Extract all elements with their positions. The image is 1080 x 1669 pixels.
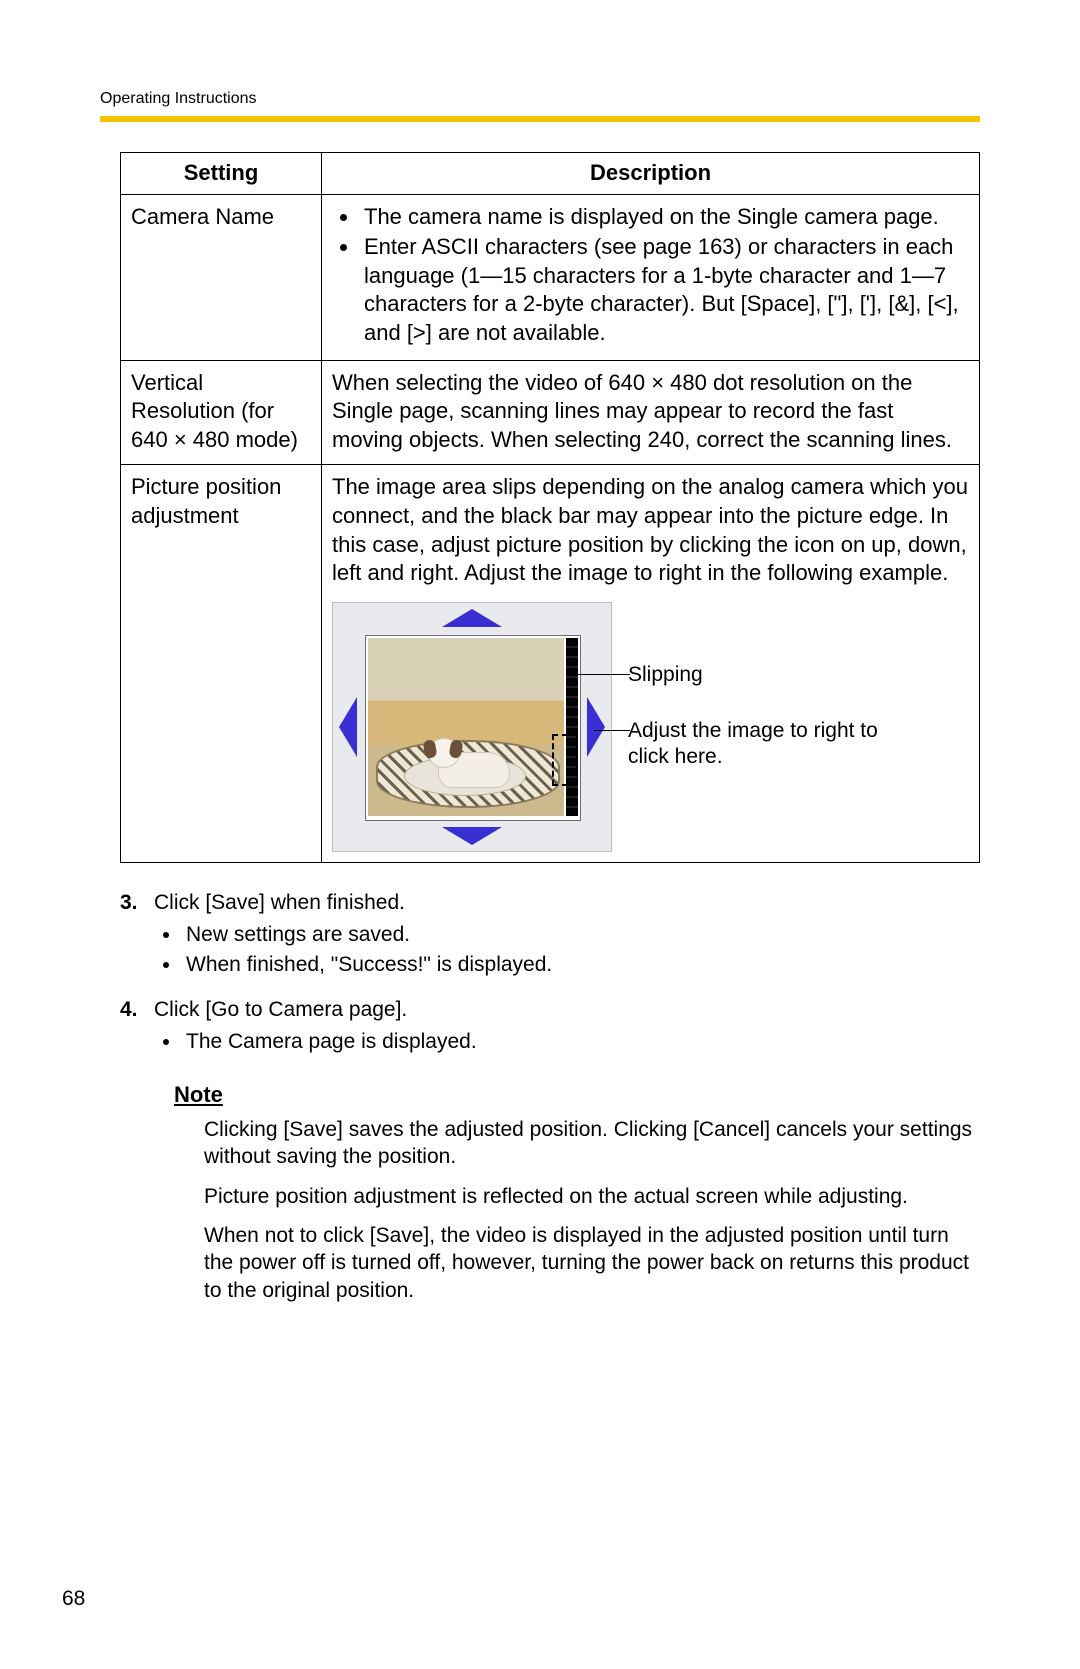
- click-target-marker: [552, 734, 578, 786]
- col-header-description: Description: [322, 153, 980, 195]
- arrow-right-icon[interactable]: [587, 697, 605, 757]
- callout-slipping: Slipping: [628, 662, 703, 688]
- step-text: Click [Save] when finished.: [154, 889, 980, 917]
- note-body: Clicking [Save] saves the adjusted posit…: [120, 1116, 980, 1304]
- arrow-left-icon[interactable]: [339, 697, 357, 757]
- page-number: 68: [62, 1587, 85, 1611]
- setting-cell: Vertical Resolution (for 640 × 480 mode): [121, 360, 322, 465]
- slipping-bar: [566, 638, 578, 816]
- setting-cell: Picture position adjustment: [121, 465, 322, 862]
- preview-image: [368, 638, 564, 816]
- bullet-item: The camera name is displayed on the Sing…: [360, 203, 969, 232]
- description-cell: When selecting the video of 640 × 480 do…: [322, 360, 980, 465]
- note-heading: Note: [174, 1080, 980, 1110]
- note-paragraph: Picture position adjustment is reflected…: [204, 1183, 980, 1210]
- bullet-item: Enter ASCII characters (see page 163) or…: [360, 233, 969, 347]
- step-bullet: New settings are saved.: [182, 921, 980, 949]
- arrow-down-icon[interactable]: [442, 827, 502, 845]
- position-adjust-figure: Slipping Adjust the image to right to cl…: [332, 602, 969, 852]
- step-number: 3.: [120, 889, 154, 990]
- step-item: 3. Click [Save] when finished. New setti…: [120, 889, 980, 990]
- description-cell: The image area slips depending on the an…: [322, 465, 980, 862]
- table-row: Vertical Resolution (for 640 × 480 mode)…: [121, 360, 980, 465]
- leader-line: [594, 730, 630, 731]
- table-row: Camera Name The camera name is displayed…: [121, 194, 980, 360]
- step-item: 4. Click [Go to Camera page]. The Camera…: [120, 996, 980, 1067]
- description-cell: The camera name is displayed on the Sing…: [322, 194, 980, 360]
- leader-line: [578, 674, 630, 675]
- adjuster-panel: [332, 602, 612, 852]
- preview-frame: [365, 635, 581, 821]
- callout-adjust: Adjust the image to right to click here.: [628, 718, 888, 771]
- col-header-setting: Setting: [121, 153, 322, 195]
- note-paragraph: When not to click [Save], the video is d…: [204, 1222, 980, 1304]
- note-paragraph: Clicking [Save] saves the adjusted posit…: [204, 1116, 980, 1171]
- running-head: Operating Instructions: [100, 90, 980, 108]
- step-number: 4.: [120, 996, 154, 1067]
- arrow-up-icon[interactable]: [442, 609, 502, 627]
- header-rule: [100, 116, 980, 122]
- settings-table: Setting Description Camera Name The came…: [120, 152, 980, 863]
- figure-callouts: Slipping Adjust the image to right to cl…: [628, 602, 888, 644]
- document-page: Operating Instructions Setting Descripti…: [0, 0, 1080, 1669]
- table-row: Picture position adjustment The image ar…: [121, 465, 980, 862]
- description-text: The image area slips depending on the an…: [332, 473, 969, 587]
- step-text: Click [Go to Camera page].: [154, 996, 980, 1024]
- step-bullet: The Camera page is displayed.: [182, 1028, 980, 1056]
- step-bullet: When finished, "Success!" is displayed.: [182, 951, 980, 979]
- steps-list: 3. Click [Save] when finished. New setti…: [120, 889, 980, 1304]
- setting-cell: Camera Name: [121, 194, 322, 360]
